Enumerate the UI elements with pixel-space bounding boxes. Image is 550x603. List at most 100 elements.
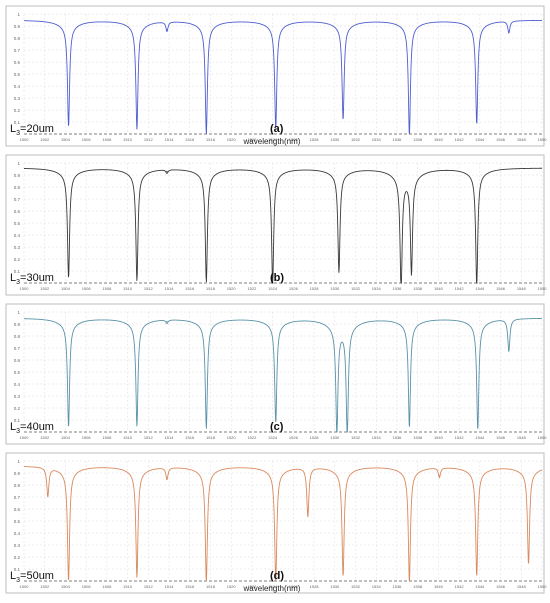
x-tick-label: 1540 [434,137,444,142]
x-axis-label: wavelength(nm) [243,137,301,146]
resonance-dip [67,573,70,575]
y-tick-label: 0.8 [14,36,21,41]
x-tick-label: 1518 [206,137,216,142]
x-tick-label: 1506 [82,584,92,589]
resonance-dip [136,418,138,420]
x-tick-label: 1504 [61,435,71,440]
y-tick-label: 0.2 [14,406,21,411]
x-tick-label: 1500 [20,584,30,589]
y-tick-label: 0.7 [14,346,21,351]
x-tick-label: 1512 [144,286,154,291]
resonance-dip [400,278,402,280]
y-tick-label: 1 [17,161,20,166]
y-tick-label: 0.5 [14,519,21,524]
y-tick-label: 0.6 [14,507,21,512]
x-tick-label: 1532 [351,286,361,291]
resonance-dip [166,477,168,479]
x-tick-label: 1540 [434,435,444,440]
resonance-dip [336,421,338,423]
resonance-dip [205,274,207,276]
x-tick-label: 1550 [538,137,548,142]
y-tick-label: 0.1 [14,567,21,572]
x-tick-label: 1530 [330,286,340,291]
x-tick-label: 1522 [247,435,257,440]
x-tick-label: 1514 [165,286,175,291]
x-tick-label: 1512 [144,137,154,142]
panel-c: 0.1 0.2 0.3 0.4 0.5 0.6 0.7 0.8 0.9 1 1500 1502 1504… [5,303,548,445]
x-tick-label: 1500 [20,137,30,142]
x-tick-label: 1546 [496,286,506,291]
y-tick-label: 0.6 [14,358,21,363]
resonance-dip [342,568,344,570]
x-tick-label: 1534 [372,584,382,589]
x-tick-label: 1540 [434,584,444,589]
resonance-dip [338,264,340,266]
y-tick-label: 0.3 [14,394,21,399]
x-tick-label: 1520 [227,584,237,589]
x-tick-label: 1520 [227,137,237,142]
panel-label: (b) [270,272,284,284]
y-tick-label: 0.7 [14,495,21,500]
x-tick-label: 1526 [289,137,299,142]
panel-label: (d) [270,570,284,582]
x-tick-label: 1550 [538,435,548,440]
y-tick-label: 0.3 [14,96,21,101]
y-tick-label: 0.6 [14,209,21,214]
x-tick-label: 1548 [517,584,527,589]
y-tick-label: 0.6 [14,60,21,65]
resonance-dip [342,111,344,113]
length-label: L3=30um [10,272,54,286]
y-tick-label: 0.9 [14,173,21,178]
x-tick-label: 1516 [185,286,195,291]
x-tick-label: 1502 [40,286,50,291]
y-tick-label: 0.4 [14,233,21,238]
length-label: L3=40um [10,421,54,435]
x-tick-label: 1524 [268,137,278,142]
x-tick-label: 1518 [206,584,216,589]
y-tick-label: 0.4 [14,531,21,536]
x-tick-label: 1520 [227,286,237,291]
resonance-dip [408,127,410,129]
resonance-dip [47,494,49,496]
x-tick-label: 1510 [123,137,133,142]
x-tick-label: 1534 [372,435,382,440]
x-tick-label: 1544 [475,435,485,440]
y-tick-label: 0.1 [14,269,21,274]
resonance-dip [67,119,70,121]
y-tick-label: 0.1 [14,418,21,423]
x-tick-label: 1500 [20,435,30,440]
y-tick-label: 0.2 [14,555,21,560]
x-tick-label: 1506 [82,137,92,142]
resonance-dip [346,424,348,426]
y-tick-label: 0.8 [14,334,21,339]
resonance-dip [136,121,138,123]
x-tick-label: 1514 [165,435,175,440]
x-tick-label: 1530 [330,137,340,142]
x-tick-label: 1504 [61,286,71,291]
y-tick-label: 1 [17,310,20,315]
x-tick-label: 1514 [165,584,175,589]
y-tick-label: 0.5 [14,221,21,226]
x-tick-label: 1530 [330,584,340,589]
panel-a: 0.1 0.2 0.3 0.4 0.5 0.6 0.7 0.8 0.9 1 1500 1502 1504… [5,5,548,147]
x-tick-label: 1528 [310,286,320,291]
x-tick-label: 1510 [123,435,133,440]
x-tick-label: 1522 [247,137,257,142]
x-tick-label: 1508 [102,286,112,291]
x-tick-label: 1508 [102,584,112,589]
x-tick-label: 1532 [351,435,361,440]
x-tick-label: 1508 [102,435,112,440]
x-tick-label: 1524 [268,584,278,589]
resonance-dip [136,272,138,274]
panel-d: 0.1 0.2 0.3 0.4 0.5 0.6 0.7 0.8 0.9 1 1500 1502 1504… [5,452,547,594]
y-tick-label: 0.2 [14,257,21,262]
resonance-dip [477,421,479,423]
x-tick-label: 1516 [185,435,195,440]
x-tick-label: 1524 [268,286,278,291]
resonance-dip [67,270,70,272]
x-tick-label: 1546 [496,584,506,589]
y-tick-label: 0.4 [14,382,21,387]
resonance-dip [275,120,277,122]
x-tick-label: 1540 [434,286,444,291]
